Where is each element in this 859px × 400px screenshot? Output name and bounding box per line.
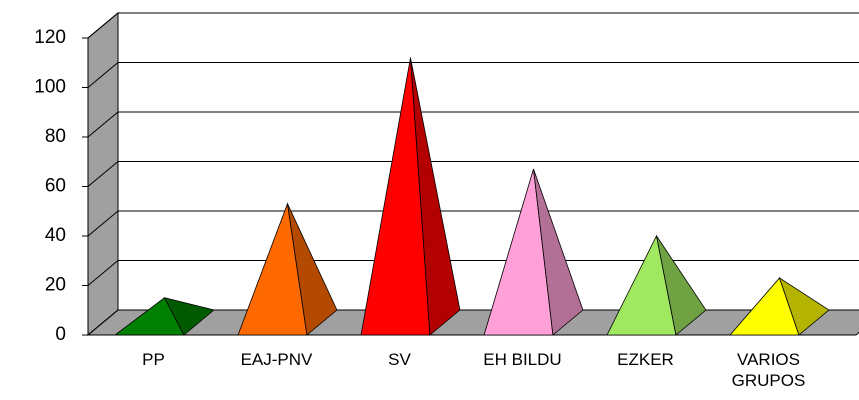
grid-line: [87, 62, 119, 88]
y-tick-label: 40: [45, 225, 66, 246]
y-tick-label: 60: [45, 176, 66, 197]
x-tick-label: VARIOS GRUPOS: [731, 350, 806, 390]
grid-line: [87, 260, 119, 286]
y-tick-label: 20: [45, 275, 66, 296]
pyramid-side: [533, 168, 584, 336]
x-tick-label: EH BILDU: [483, 350, 562, 369]
y-tick-label: 0: [55, 324, 66, 345]
y-tick-label: 120: [34, 27, 66, 48]
pyramid-side: [163, 297, 215, 336]
pyramid-side: [656, 235, 707, 336]
x-tick-label: PP: [142, 350, 165, 369]
y-tick-label: 100: [34, 77, 66, 98]
grid-line: [87, 210, 119, 237]
x-tick-label: EAJ-PNV: [240, 350, 313, 369]
pyramid-side: [410, 57, 461, 336]
y-tick-label: 80: [45, 126, 66, 147]
x-tick-label: EZKER: [617, 350, 674, 369]
pyramid-side: [287, 203, 338, 336]
grid-line: [87, 111, 119, 138]
grid-line: [87, 309, 119, 336]
pyramid-side: [778, 276, 830, 336]
grid-line: [87, 12, 119, 39]
x-tick-label: SV: [388, 350, 411, 369]
grid-line: [87, 161, 119, 187]
